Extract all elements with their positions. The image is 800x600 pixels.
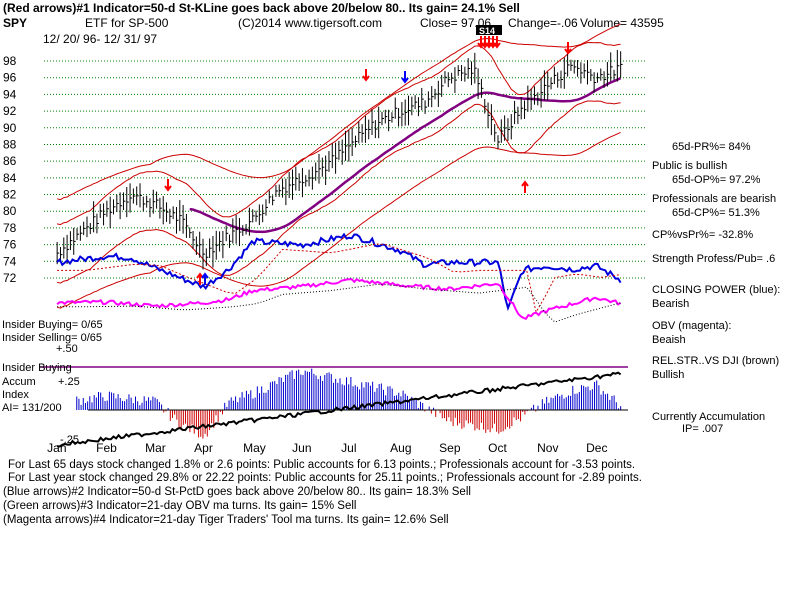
x-tick-label: Jul — [341, 441, 356, 455]
signal-arrowhead — [564, 48, 572, 55]
rel-strength-line — [56, 371, 622, 448]
y-tick-label: 92 — [3, 104, 17, 118]
footer-year: For Last year stock changed 29.8% or 22.… — [8, 472, 642, 484]
pr-label: 65d-PR%= 84% — [672, 141, 751, 153]
obv-line — [56, 277, 622, 320]
signal-marker — [476, 25, 502, 35]
insider-selling-count: Insider Selling= 0/65 — [2, 332, 102, 344]
envelope-bands — [56, 23, 621, 309]
footer-magenta-arrows: (Magenta arrows)#4 Indicator=21-day Tige… — [3, 514, 449, 526]
footer-65day: For Last 65 days stock changed 1.8% or 2… — [8, 459, 636, 471]
price-bars — [56, 49, 623, 270]
y-tick-label: 72 — [3, 271, 17, 285]
y-tick-label: 82 — [3, 188, 17, 202]
closing-power-value: Bearish — [652, 298, 690, 310]
price-axis-labels: 98 96 94 92 90 88 86 84 82 80 78 76 74 72 — [3, 54, 17, 285]
change-label: Change=-.06 — [508, 16, 578, 30]
closing-power-line — [56, 232, 622, 312]
month-axis-labels: Jan Feb Mar Apr May Jun Jul Aug Sep Oct Nov Dec — [47, 441, 607, 455]
plus25-label: +.25 — [58, 376, 80, 388]
y-tick-label: 96 — [3, 71, 17, 85]
x-tick-label: Feb — [96, 441, 117, 455]
copyright-label: (C)2014 www.tigersoft.com — [238, 16, 383, 30]
accum-index-histogram — [76, 368, 622, 439]
close-label: Close= 97.06 — [420, 16, 492, 30]
indicator-1-label: (Red arrows)#1 Indicator=50-d St-KLine g… — [3, 1, 520, 15]
band-line — [56, 131, 621, 309]
signal-arrowhead — [362, 75, 370, 82]
x-tick-label: Sep — [439, 441, 461, 455]
signal-arrowhead — [401, 77, 409, 84]
signal-arrows — [164, 36, 572, 285]
insider-buying-label: Insider Buying — [2, 362, 72, 374]
y-tick-label: 76 — [3, 238, 17, 252]
symbol-label: SPY — [3, 16, 28, 30]
y-tick-label: 98 — [3, 54, 17, 68]
cp-label: 65d-CP%= 51.3% — [672, 207, 760, 219]
plus50-label: +.50 — [56, 343, 78, 355]
op-label: 65d-OP%= 97.2% — [672, 174, 761, 186]
signal-arrowhead — [164, 185, 172, 192]
y-tick-label: 84 — [3, 171, 17, 185]
price-gridlines — [44, 60, 645, 279]
y-tick-label: 74 — [3, 254, 17, 268]
professionals-label: Professionals are bearish — [652, 193, 777, 205]
band-line — [56, 23, 621, 201]
signal-marker-label: S14 — [479, 26, 495, 36]
x-tick-label: Nov — [537, 441, 558, 455]
y-tick-label: 88 — [3, 137, 17, 151]
x-tick-label: Oct — [488, 441, 507, 455]
moving-average-line — [189, 76, 622, 234]
footer-green-arrows: (Green arrows)#3 Indicator=21-day OBV ma… — [3, 500, 357, 512]
obv-ma — [57, 283, 621, 323]
x-tick-label: Aug — [390, 441, 411, 455]
y-tick-label: 80 — [3, 204, 17, 218]
y-tick-label: 78 — [3, 221, 17, 235]
minus25-label: -.25 — [60, 434, 79, 446]
relstr-value: Bullish — [652, 369, 685, 381]
volume-label: Volume= 43595 — [580, 16, 664, 30]
x-tick-label: Apr — [194, 441, 213, 455]
footer-blue-arrows: (Blue arrows)#2 Indicator=50-d St-PctD g… — [3, 486, 471, 498]
date-range-label: 12/ 20/ 96- 12/ 31/ 97 — [43, 32, 158, 46]
relstr-label: REL.STR..VS DJI (brown) — [652, 355, 780, 367]
public-label: Public is bullish — [652, 160, 728, 172]
ip-label: IP= .007 — [682, 423, 724, 435]
insider-buying-count: Insider Buying= 0/65 — [2, 319, 103, 331]
y-tick-label: 94 — [3, 87, 17, 101]
y-tick-label: 86 — [3, 154, 17, 168]
obv-label: OBV (magenta): — [652, 320, 732, 332]
band-line — [56, 41, 621, 226]
accum-label: Accum — [2, 376, 36, 388]
closing-power-ma — [57, 243, 621, 314]
x-tick-label: Mar — [145, 441, 166, 455]
x-tick-label: Dec — [586, 441, 607, 455]
closing-power-label: CLOSING POWER (blue): — [652, 284, 781, 296]
x-tick-label: Jan — [47, 441, 66, 455]
index-label: Index — [2, 389, 29, 401]
accum-status-label: Currently Accumulation — [652, 411, 766, 423]
x-tick-label: Jun — [292, 441, 311, 455]
obv-value: Beaish — [652, 334, 686, 346]
x-tick-label: May — [243, 441, 266, 455]
ai-label: AI= 131/200 — [2, 402, 62, 414]
cp-vs-pr-label: CP%vsPr%= -32.8% — [652, 229, 754, 241]
signal-arrowhead — [493, 42, 501, 49]
description-label: ETF for SP-500 — [85, 16, 169, 30]
band-line — [56, 100, 621, 284]
signal-arrowhead — [201, 272, 209, 279]
y-tick-label: 90 — [3, 121, 17, 135]
signal-arrowhead — [521, 180, 529, 187]
strength-label: Strength Profess/Pub= .6 — [652, 253, 776, 265]
